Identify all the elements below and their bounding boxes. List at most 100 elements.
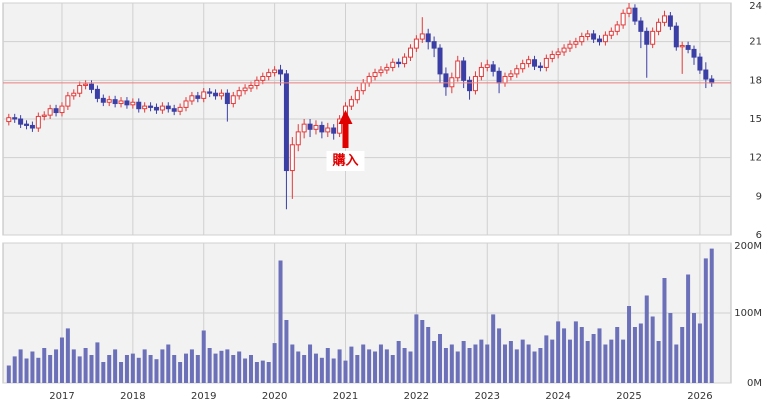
candle-body [153, 106, 159, 111]
candle-body [673, 25, 679, 48]
candle-body [508, 73, 514, 77]
candle-body [425, 33, 431, 43]
candle-body [289, 144, 295, 172]
candle-body [6, 117, 12, 123]
candle-body [83, 83, 89, 86]
volume-bar [30, 351, 35, 383]
volume-bar [302, 355, 307, 383]
candle-body [307, 123, 313, 130]
y-tick-label: 9 [756, 191, 762, 202]
candle-body [644, 30, 650, 45]
volume-bar [668, 313, 673, 383]
candle-body [47, 108, 53, 116]
y-tick-label: 6 [756, 230, 762, 241]
candle-body [366, 75, 372, 84]
candle-body [384, 66, 390, 71]
volume-bar [290, 344, 295, 383]
volume-bar [591, 334, 596, 383]
candle-body [597, 38, 602, 43]
volume-bar [573, 321, 578, 383]
volume-bar [12, 356, 17, 383]
x-tick-label: 2019 [191, 391, 216, 402]
candle-body [555, 51, 561, 56]
volume-bar [680, 327, 685, 383]
volume-bar [621, 339, 626, 383]
candle-body [502, 75, 508, 84]
candle-body [472, 75, 478, 92]
candle-body [195, 95, 201, 99]
candle-body [626, 7, 632, 14]
candle-body [390, 61, 396, 68]
volume-bar [160, 349, 165, 383]
candle-body [703, 69, 709, 80]
candle-body [514, 68, 520, 75]
candle-body [189, 95, 195, 102]
candle-body [360, 82, 366, 92]
volume-bar [508, 341, 513, 383]
volume-bar [119, 362, 124, 383]
candle-body [549, 54, 555, 59]
y-tick-label: 0M [747, 378, 762, 389]
y-tick-label: 15 [749, 114, 762, 125]
candle-body [183, 100, 189, 108]
volume-bar [95, 342, 100, 383]
volume-bar [59, 337, 64, 383]
candle-body [685, 45, 691, 50]
candle-body [354, 90, 360, 101]
volume-bar [426, 327, 431, 383]
volume-bar [414, 314, 419, 383]
x-tick-label: 2022 [404, 391, 429, 402]
candle-body [71, 92, 77, 97]
candle-body [319, 124, 325, 133]
volume-bar [550, 339, 555, 383]
y-tick-label: 100M [734, 308, 762, 319]
volume-bar [77, 356, 82, 383]
x-tick-label: 2025 [616, 391, 641, 402]
x-tick-label: 2021 [333, 391, 358, 402]
volume-bar [709, 248, 714, 383]
candle-body [679, 45, 685, 48]
candle-body [455, 60, 461, 79]
candle-body [461, 60, 467, 81]
volume-bar [485, 344, 490, 383]
volume-bar [136, 357, 141, 383]
candle-body [697, 56, 703, 71]
volume-bar [378, 344, 383, 383]
candle-body [608, 30, 614, 36]
x-tick-label: 2024 [545, 391, 570, 402]
candle-body [201, 91, 207, 99]
volume-bar [184, 353, 189, 383]
candle-body [12, 117, 18, 120]
candle-body [378, 69, 384, 74]
volume-bar [567, 339, 572, 383]
candle-body [177, 106, 183, 112]
volume-bar [355, 355, 360, 383]
volume-bar [278, 260, 283, 383]
volume-bar [71, 349, 76, 383]
candle-body [661, 15, 667, 23]
volume-bar [83, 348, 88, 383]
volume-bar [438, 334, 443, 383]
volume-bar [361, 344, 366, 383]
volume-bar [697, 323, 702, 383]
y-tick-label: 12 [749, 153, 762, 164]
volume-bar [130, 353, 135, 383]
x-tick-label: 2020 [262, 391, 287, 402]
volume-bar [207, 348, 212, 383]
candle-body [709, 78, 715, 84]
annotation-text: 購入 [331, 153, 358, 169]
volume-bar [532, 351, 537, 383]
volume-bar [349, 346, 354, 383]
volume-bar [408, 351, 413, 383]
candle-body [159, 105, 165, 111]
candle-body [667, 15, 673, 27]
volume-bar [201, 330, 206, 383]
candle-body [283, 73, 289, 172]
volume-bar [390, 355, 395, 383]
volume-bar [284, 320, 289, 383]
candle-body [207, 91, 213, 94]
volume-bar [692, 313, 697, 383]
volume-bar [225, 349, 230, 383]
candle-body [691, 48, 697, 58]
